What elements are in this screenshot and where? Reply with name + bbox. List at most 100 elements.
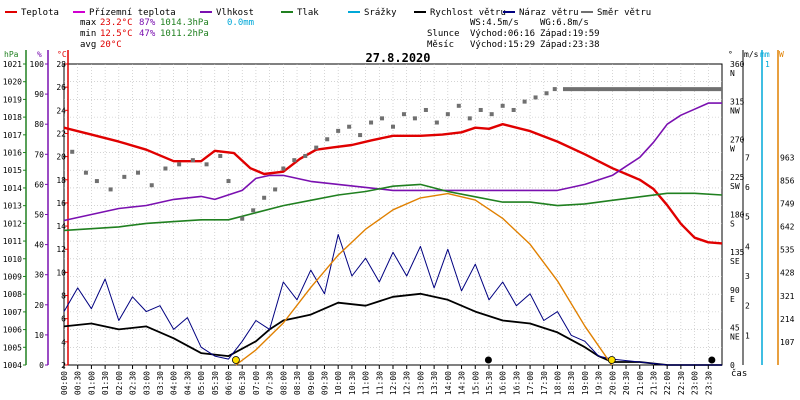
temperature-tick-label: 12 [56,245,66,254]
wind-direction-point [434,120,439,125]
x-tick-label: 23:00 [691,371,700,395]
legend-label: Přízemní teplota [89,8,176,18]
wind-direction-point [314,145,319,150]
solar-tick-label: 856 [780,176,795,185]
pressure-tick-label: 1011 [3,237,22,246]
pressure-tick-label: 1017 [3,131,22,140]
solar-tick-label: 321 [780,292,795,301]
wind-direction-point [292,158,297,163]
wind-direction-point [500,103,505,108]
x-tick-label: 01:30 [101,371,110,395]
wind-direction-point [70,149,75,154]
pressure-unit: hPa [4,50,19,59]
winddir-unit: ° [728,50,733,59]
winddir-tick-label: 315 [730,98,745,107]
x-tick-label: 14:30 [458,371,467,395]
x-tick-label: 21:30 [649,371,658,395]
x-tick-label: 08:30 [293,371,302,395]
humidity-tick-label: 30 [34,271,44,280]
wind-direction-point [533,95,538,100]
moonset-time: Západ:23:38 [540,40,600,50]
winddir-tick-label: 225 [730,173,745,182]
winddir-compass-label: SE [730,257,740,266]
x-tick-label: 00:00 [60,371,69,395]
x-tick-label: 12:30 [403,371,412,395]
winddir-tick-label: 135 [730,248,745,257]
moon-label: Měsíc [427,40,454,50]
pressure-tick-label: 1014 [3,184,22,193]
stat-max-rain: 0.0mm [227,18,254,28]
pressure-tick-label: 1006 [3,326,22,335]
chart-title: 27.8.2020 [365,51,430,65]
x-tick-label: 06:30 [238,371,247,395]
humidity-tick-label: 90 [34,90,44,99]
winddir-compass-label: SW [730,182,740,191]
x-tick-label: 16:00 [499,371,508,395]
wind-direction-point [380,116,385,121]
grid [63,63,723,366]
pressure-tick-label: 1013 [3,202,22,211]
rain-top-tick: 1 [765,60,770,69]
winddir-compass-label: NW [730,107,740,116]
humidity-tick-label: 60 [34,180,44,189]
legend-label: Rychlost větru [430,8,506,18]
pressure-tick-label: 1007 [3,308,22,317]
stat-max-pressure: 1014.3hPa [160,18,209,28]
wind-direction-point [163,166,168,171]
moonset-marker [708,356,716,364]
x-tick-label: 22:00 [663,371,672,395]
winddir-tick-label: 0 [730,361,735,370]
pressure-tick-label: 1016 [3,149,22,158]
wind-direction-point [412,116,417,121]
solar-tick-label: 749 [780,200,795,209]
pressure-tick-label: 1008 [3,290,22,299]
x-tick-label: 08:00 [279,371,288,395]
legend-label: Směr větru [597,8,651,18]
x-axis-label: čas [731,368,747,379]
pressure-tick-label: 1009 [3,272,22,281]
x-tick-label: 13:00 [416,371,425,395]
wind-direction-point [467,116,472,121]
x-tick-label: 19:30 [595,371,604,395]
humidity-tick-label: 40 [34,241,44,250]
wind-direction-point [325,137,330,142]
legend-label: Tlak [297,8,319,18]
legend-label: Náraz větru [519,8,579,18]
series [63,87,723,366]
moonrise-time: Východ:15:29 [470,40,535,50]
wind-direction-point [226,179,231,184]
legend-label: Vlhkost [216,8,254,18]
winddir-tick-label: 270 [730,135,745,144]
stat-max-humidity: 87% [139,18,156,28]
temperature-tick-label: 8 [61,292,66,301]
winddir-tick-label: 360 [730,60,745,69]
humidity-tick-label: 0 [39,361,44,370]
wind-direction-point [544,91,549,96]
temperature-tick-label: 26 [56,83,66,92]
wind-direction-point [511,107,516,112]
x-tick-label: 09:30 [320,371,329,395]
wind-direction-point [336,128,341,133]
wind-direction-point [478,107,483,112]
x-tick-label: 15:30 [485,371,494,395]
temperature-tick-label: 18 [56,176,66,185]
sunset-marker [607,356,616,364]
temperature-tick-label: 24 [56,106,66,115]
stat-min-humidity: 47% [139,29,156,39]
temperature-tick-label: 22 [56,129,66,138]
x-axis: 00:00 00:30 01:00 01:30 02:00 02:30 03:00 03:30… [60,365,747,395]
solar-tick-label: 214 [780,315,795,324]
axes: 1021102010191018101710161015101410131012… [3,50,795,370]
x-tick-label: 04:30 [183,371,192,395]
wind-direction-point [281,166,286,171]
wind-direction-point [273,187,278,192]
temperature-tick-label: 6 [61,315,66,324]
x-tick-label: 10:00 [334,371,343,395]
pressure-tick-label: 1019 [3,95,22,104]
winddir-compass-label: N [730,69,735,78]
wind-direction-point [391,124,395,129]
x-tick-label: 02:00 [115,371,124,395]
wind-direction-point [358,133,363,138]
x-tick-label: 02:30 [129,371,138,395]
